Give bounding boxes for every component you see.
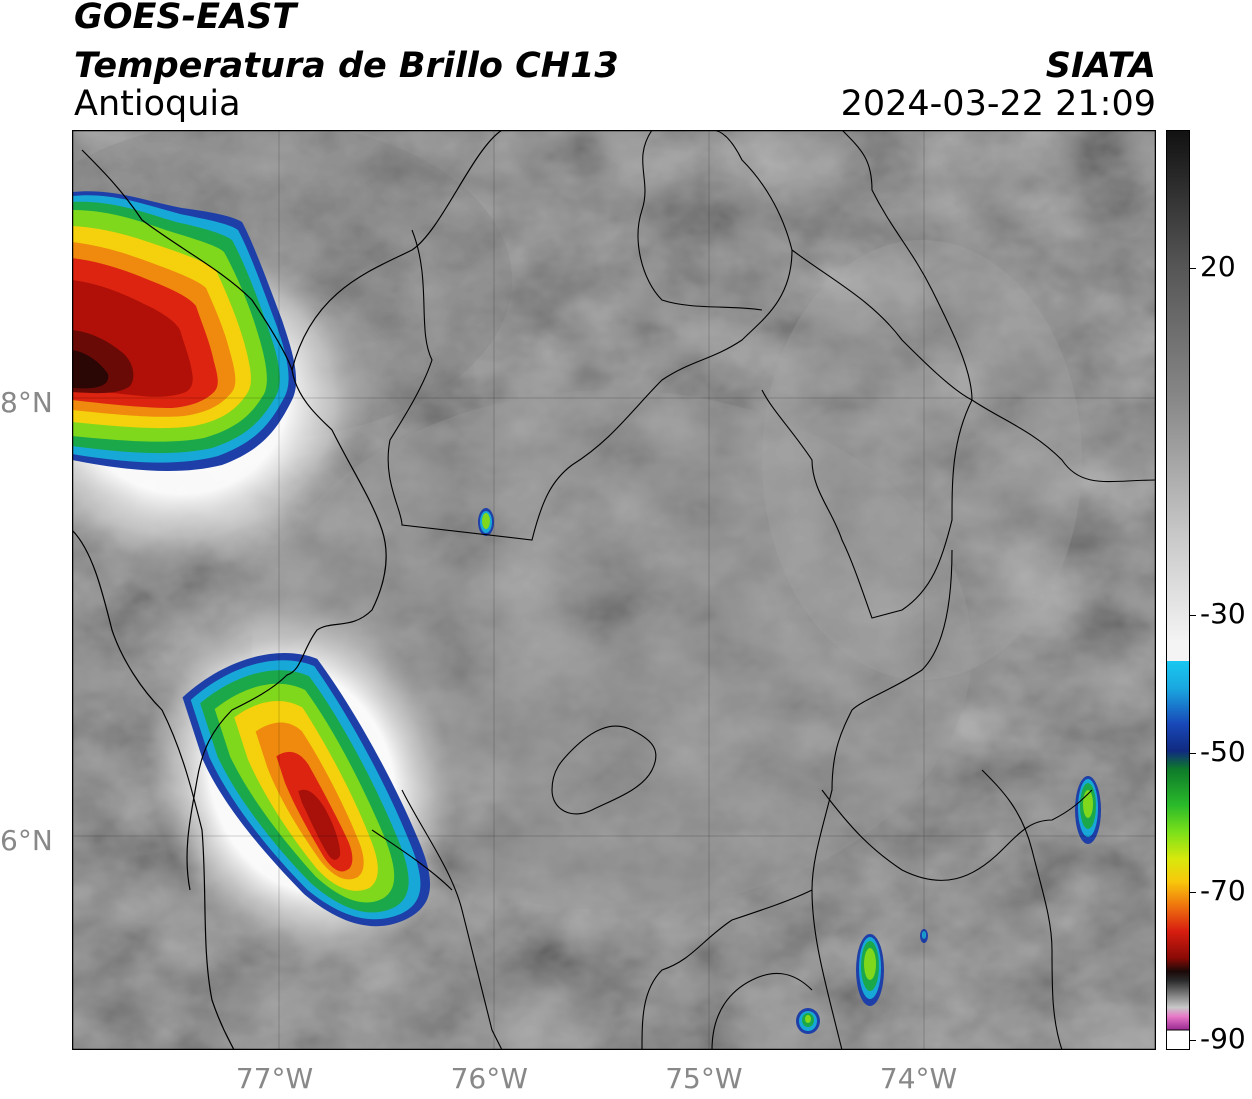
temperature-colorbar (1166, 130, 1190, 1050)
colorbar-tick-label: -70 (1200, 873, 1246, 907)
south-cell-2 (796, 1008, 820, 1034)
longitude-label: 77°W (235, 1062, 314, 1095)
northwest-storm (72, 191, 297, 472)
colorbar-tick-label: 20 (1200, 250, 1236, 284)
west-storm (182, 653, 431, 927)
graticule (72, 130, 1156, 1050)
colorbar-tick (1190, 753, 1196, 755)
latitude-label: 8°N (0, 385, 53, 419)
colorbar-tick (1190, 891, 1196, 893)
colorbar-tick-label: -50 (1200, 735, 1246, 769)
department-borders (371, 130, 1156, 1050)
longitude-label: 74°W (879, 1062, 958, 1095)
colorbar-tick (1190, 614, 1196, 616)
product-title: Temperatura de Brillo CH13 (74, 46, 619, 86)
region-label: Antioquia (74, 84, 241, 124)
east-cell (1075, 776, 1101, 844)
brightness-temperature-map (72, 130, 1156, 1050)
small-cell-north (478, 508, 494, 536)
coastline (81, 130, 503, 891)
south-cell-1 (856, 934, 884, 1006)
datetime-label: 2024-03-22 21:09 (840, 84, 1156, 124)
satellite-title: GOES-EAST (74, 0, 297, 37)
colorbar-tick (1190, 1040, 1196, 1041)
colorbar-tick (1190, 268, 1196, 270)
agency-label: SIATA (1045, 46, 1156, 86)
longitude-label: 75°W (665, 1062, 743, 1095)
longitude-label: 76°W (450, 1062, 528, 1095)
colorbar-tick-label: -30 (1200, 596, 1246, 630)
colorbar-tick-label: -90 (1200, 1022, 1246, 1055)
latitude-label: 6°N (0, 823, 53, 857)
